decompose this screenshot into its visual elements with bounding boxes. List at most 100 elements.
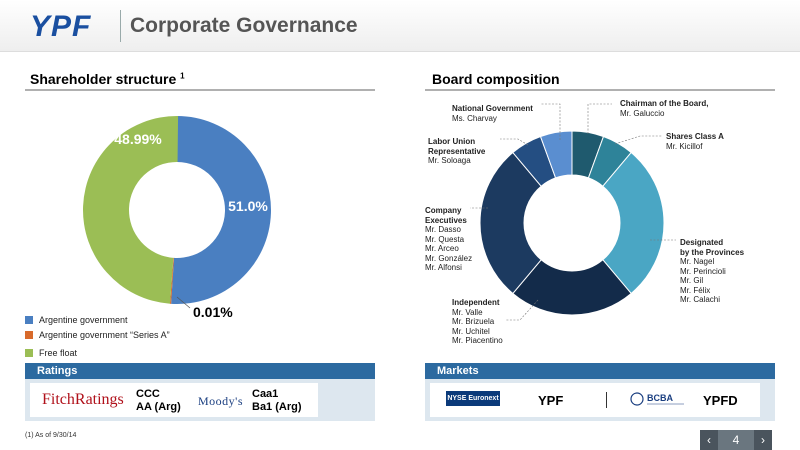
bcba-logo: BCBA	[630, 392, 684, 406]
member-nagel: Mr. Nagel	[680, 257, 715, 266]
slice-designated	[602, 151, 665, 295]
role-company-executives-line2: Executives	[425, 215, 467, 225]
legend-item-series-a: Argentine government “Series A”	[25, 327, 170, 342]
role-chairman: Chairman of the Board,	[620, 99, 709, 108]
board-leader-lines	[470, 103, 676, 321]
member-felix: Mr. Félix	[680, 285, 711, 295]
label-series-a-pct: 0.01%	[193, 304, 233, 320]
fitch-ratings-logo: FitchRatings	[42, 391, 124, 408]
board-label-national-government: National Government Ms. Charvay	[452, 104, 533, 123]
slice-independent	[512, 259, 632, 316]
slice-company-executives	[479, 151, 542, 295]
role-designated-line1: Designated	[680, 238, 724, 247]
board-rule	[425, 89, 775, 91]
legend-swatch-government	[25, 315, 33, 324]
role-labor-union-line2: Representative	[428, 146, 486, 156]
nyse-ticker: YPF	[538, 393, 564, 408]
legend-label-series-a: Argentine government “Series A”	[39, 329, 170, 340]
role-labor-union-line1: Labor Union	[428, 137, 476, 146]
prev-page-button[interactable]: ‹	[700, 430, 718, 450]
member-brizuela: Mr. Brizuela	[452, 317, 495, 326]
member-questa: Mr. Questa	[425, 234, 465, 244]
board-label-designated: Designated by the Provinces Mr. Nagel Mr…	[680, 238, 744, 305]
fitch-rating-values: CCC AA (Arg)	[136, 388, 181, 414]
member-charvay: Ms. Charvay	[452, 113, 497, 123]
moodys-rating-values: Caa1 Ba1 (Arg)	[252, 388, 302, 414]
role-designated-line2: by the Provinces	[680, 247, 745, 257]
board-slices	[479, 130, 665, 316]
slice-shares-class-a	[587, 135, 632, 187]
bcba-ticker: YPFD	[703, 393, 738, 408]
legend-label-government: Argentine government	[39, 314, 128, 325]
series-a-leader-line	[176, 296, 191, 309]
svg-text:BCBA: BCBA	[647, 393, 673, 403]
slice-government	[171, 116, 272, 304]
nyse-euronext-logo: NYSE Euronext	[446, 391, 500, 406]
member-arceo: Mr. Arceo	[425, 244, 459, 253]
board-label-independent: Independent Mr. Valle Mr. Brizuela Mr. U…	[452, 298, 503, 346]
slice-series-a	[169, 257, 174, 304]
member-gonzalez: Mr. González	[425, 253, 473, 263]
slice-free-float	[82, 116, 179, 304]
leader-independent	[505, 299, 539, 321]
next-page-button[interactable]: ›	[754, 430, 772, 450]
leader-national-government	[540, 103, 561, 140]
board-label-chairman: Chairman of the Board, Mr. Galuccio	[620, 99, 708, 118]
moodys-logo: Moody's	[198, 394, 244, 408]
member-kicillof: Mr. Kicillof	[666, 141, 703, 151]
board-label-labor-union: Labor Union Representative Mr. Soloaga	[428, 137, 485, 166]
markets-title: Markets	[437, 365, 479, 377]
markets-divider	[606, 392, 607, 408]
markets-band: Markets	[425, 363, 775, 379]
footnote-marker: 1	[180, 71, 185, 81]
member-piacentino: Mr. Piacentino	[452, 336, 503, 345]
leader-labor-union	[500, 138, 529, 146]
member-calachi: Mr. Calachi	[680, 295, 721, 304]
label-free-float-pct: 48.99%	[114, 131, 162, 147]
legend-item-free-float: Free float	[25, 345, 170, 360]
label-government-pct: 51.0%	[228, 198, 268, 214]
member-valle: Mr. Valle	[452, 307, 483, 317]
legend-label-free-float: Free float	[39, 347, 78, 358]
moodys-rating-local: Ba1 (Arg)	[252, 401, 302, 413]
shareholder-title-text: Shareholder structure	[30, 71, 177, 87]
legend-swatch-series-a	[25, 330, 33, 339]
slice-labor-union	[512, 135, 557, 187]
legend-swatch-free-float	[25, 348, 33, 357]
ratings-band: Ratings	[25, 363, 375, 379]
board-label-company-executives: Company Executives Mr. Dasso Mr. Questa …	[425, 206, 472, 273]
page-number: 4	[718, 430, 754, 450]
role-national-government: National Government	[452, 104, 533, 113]
header-bar: YPF Corporate Governance	[0, 0, 800, 52]
legend-item-government: Argentine government	[25, 312, 170, 327]
member-dasso: Mr. Dasso	[425, 225, 462, 234]
shareholder-donut-chart: 51.0% 0.01% 48.99%	[82, 116, 272, 320]
ratings-box	[25, 379, 375, 421]
ratings-title: Ratings	[37, 365, 78, 377]
member-alfonsi: Mr. Alfonsi	[425, 263, 462, 272]
shareholder-slices	[82, 116, 272, 304]
member-uchitel: Mr. Uchitel	[452, 326, 490, 336]
footnote: (1) As of 9/30/14	[25, 432, 77, 439]
shareholder-section-title: Shareholder structure 1	[30, 71, 185, 87]
ypf-logo: YPF	[30, 10, 92, 43]
fitch-rating-local: AA (Arg)	[136, 401, 181, 413]
member-perincioli: Mr. Perincioli	[680, 266, 726, 276]
role-shares-class-a: Shares Class A	[666, 132, 724, 141]
page-title: Corporate Governance	[130, 14, 358, 37]
slice-chairman	[571, 130, 605, 179]
slice-national-government	[539, 130, 573, 179]
shareholder-legend: Argentine government Argentine governmen…	[25, 312, 170, 360]
leader-shares-class-a	[614, 135, 662, 145]
board-section-title: Board composition	[432, 71, 560, 87]
role-independent: Independent	[452, 298, 500, 307]
fitch-rating-intl: CCC	[136, 388, 160, 400]
role-company-executives-line1: Company	[425, 206, 462, 215]
moodys-rating-intl: Caa1	[252, 388, 279, 400]
board-label-shares-class-a: Shares Class A Mr. Kicillof	[666, 132, 724, 151]
shareholder-rule	[25, 89, 375, 91]
ratings-box-inner	[30, 383, 318, 417]
leader-chairman	[587, 103, 612, 134]
member-soloaga: Mr. Soloaga	[428, 156, 471, 165]
member-galuccio: Mr. Galuccio	[620, 108, 665, 118]
